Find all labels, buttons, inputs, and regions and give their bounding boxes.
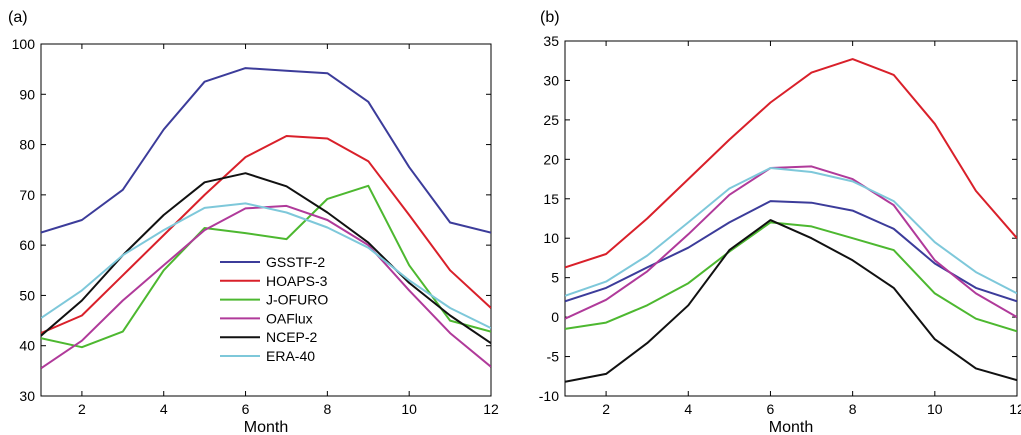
y-tick-label: -5 — [547, 349, 560, 365]
y-tick-label: 5 — [551, 270, 559, 286]
series-line-era-40 — [41, 202, 491, 329]
series-line-j-ofuro — [41, 184, 491, 349]
plot-frame — [564, 40, 1018, 397]
series-line-ncep-2 — [565, 219, 1017, 383]
y-tick-label: -10 — [539, 388, 559, 404]
x-tick-label: 12 — [1009, 401, 1021, 417]
y-tick-label: 90 — [19, 86, 35, 102]
panel-b: (b) -10 -5 0 5 10 15 20 25 30 35 2 4 6 8 10 12 Month — [539, 9, 1021, 435]
series-line-j-ofuro — [565, 221, 1017, 333]
x-tick-label: 6 — [767, 401, 775, 417]
y-tick-label: 30 — [543, 72, 559, 88]
x-tick-label: 10 — [401, 401, 417, 417]
x-tick-label: 6 — [242, 401, 250, 417]
y-tick-label: 30 — [19, 388, 35, 404]
y-tick-label: 10 — [543, 230, 559, 246]
y-tick-label: 35 — [543, 33, 559, 49]
x-tick-label: 2 — [602, 401, 610, 417]
y-tick-label: 60 — [19, 237, 35, 253]
y-tick-label: 80 — [19, 137, 35, 153]
series-line-ncep-2 — [41, 172, 491, 345]
y-tick-label: 100 — [12, 36, 36, 52]
x-axis-title: Month — [244, 419, 288, 435]
legend-label: GSSTF-2 — [266, 254, 325, 270]
legend-label: HOAPS-3 — [266, 273, 328, 289]
legend-label: J-OFURO — [266, 292, 328, 308]
legend-label: OAFlux — [266, 310, 313, 326]
y-tick-label: 50 — [19, 287, 35, 303]
x-tick-label: 8 — [323, 401, 331, 417]
y-tick-label: 25 — [543, 112, 559, 128]
legend-box — [216, 250, 366, 367]
y-tick-label: 70 — [19, 187, 35, 203]
x-tick-label: 10 — [927, 401, 943, 417]
series-line-oaflux — [565, 165, 1017, 320]
plot-frame — [40, 43, 492, 397]
series-line-gsstf-2 — [565, 200, 1017, 303]
x-tick-label: 4 — [684, 401, 692, 417]
panel-label: (b) — [540, 9, 560, 26]
legend-label: ERA-40 — [266, 348, 315, 364]
legend: GSSTF-2 HOAPS-3 J-OFURO OAFlux NCEP-2 ERA-40 — [216, 250, 366, 367]
series-line-hoaps-3 — [565, 58, 1017, 269]
legend-label: NCEP-2 — [266, 329, 318, 345]
x-tick-label: 12 — [483, 401, 499, 417]
y-tick-label: 40 — [19, 338, 35, 354]
panel-a: (a) 30 40 50 60 70 80 90 100 2 4 6 8 10 12 Month GSSTF-2… — [8, 9, 499, 435]
x-tick-label: 2 — [78, 401, 86, 417]
y-tick-label: 15 — [543, 191, 559, 207]
y-tick-label: 20 — [543, 151, 559, 167]
x-axis-title: Month — [769, 419, 813, 435]
series-group — [565, 58, 1017, 383]
panel-label: (a) — [8, 9, 28, 26]
series-line-gsstf-2 — [41, 67, 491, 234]
series-line-hoaps-3 — [41, 135, 491, 335]
series-group — [41, 67, 491, 370]
x-tick-label: 4 — [160, 401, 168, 417]
y-tick-label: 0 — [551, 309, 559, 325]
series-line-era-40 — [565, 167, 1017, 297]
x-tick-label: 8 — [849, 401, 857, 417]
